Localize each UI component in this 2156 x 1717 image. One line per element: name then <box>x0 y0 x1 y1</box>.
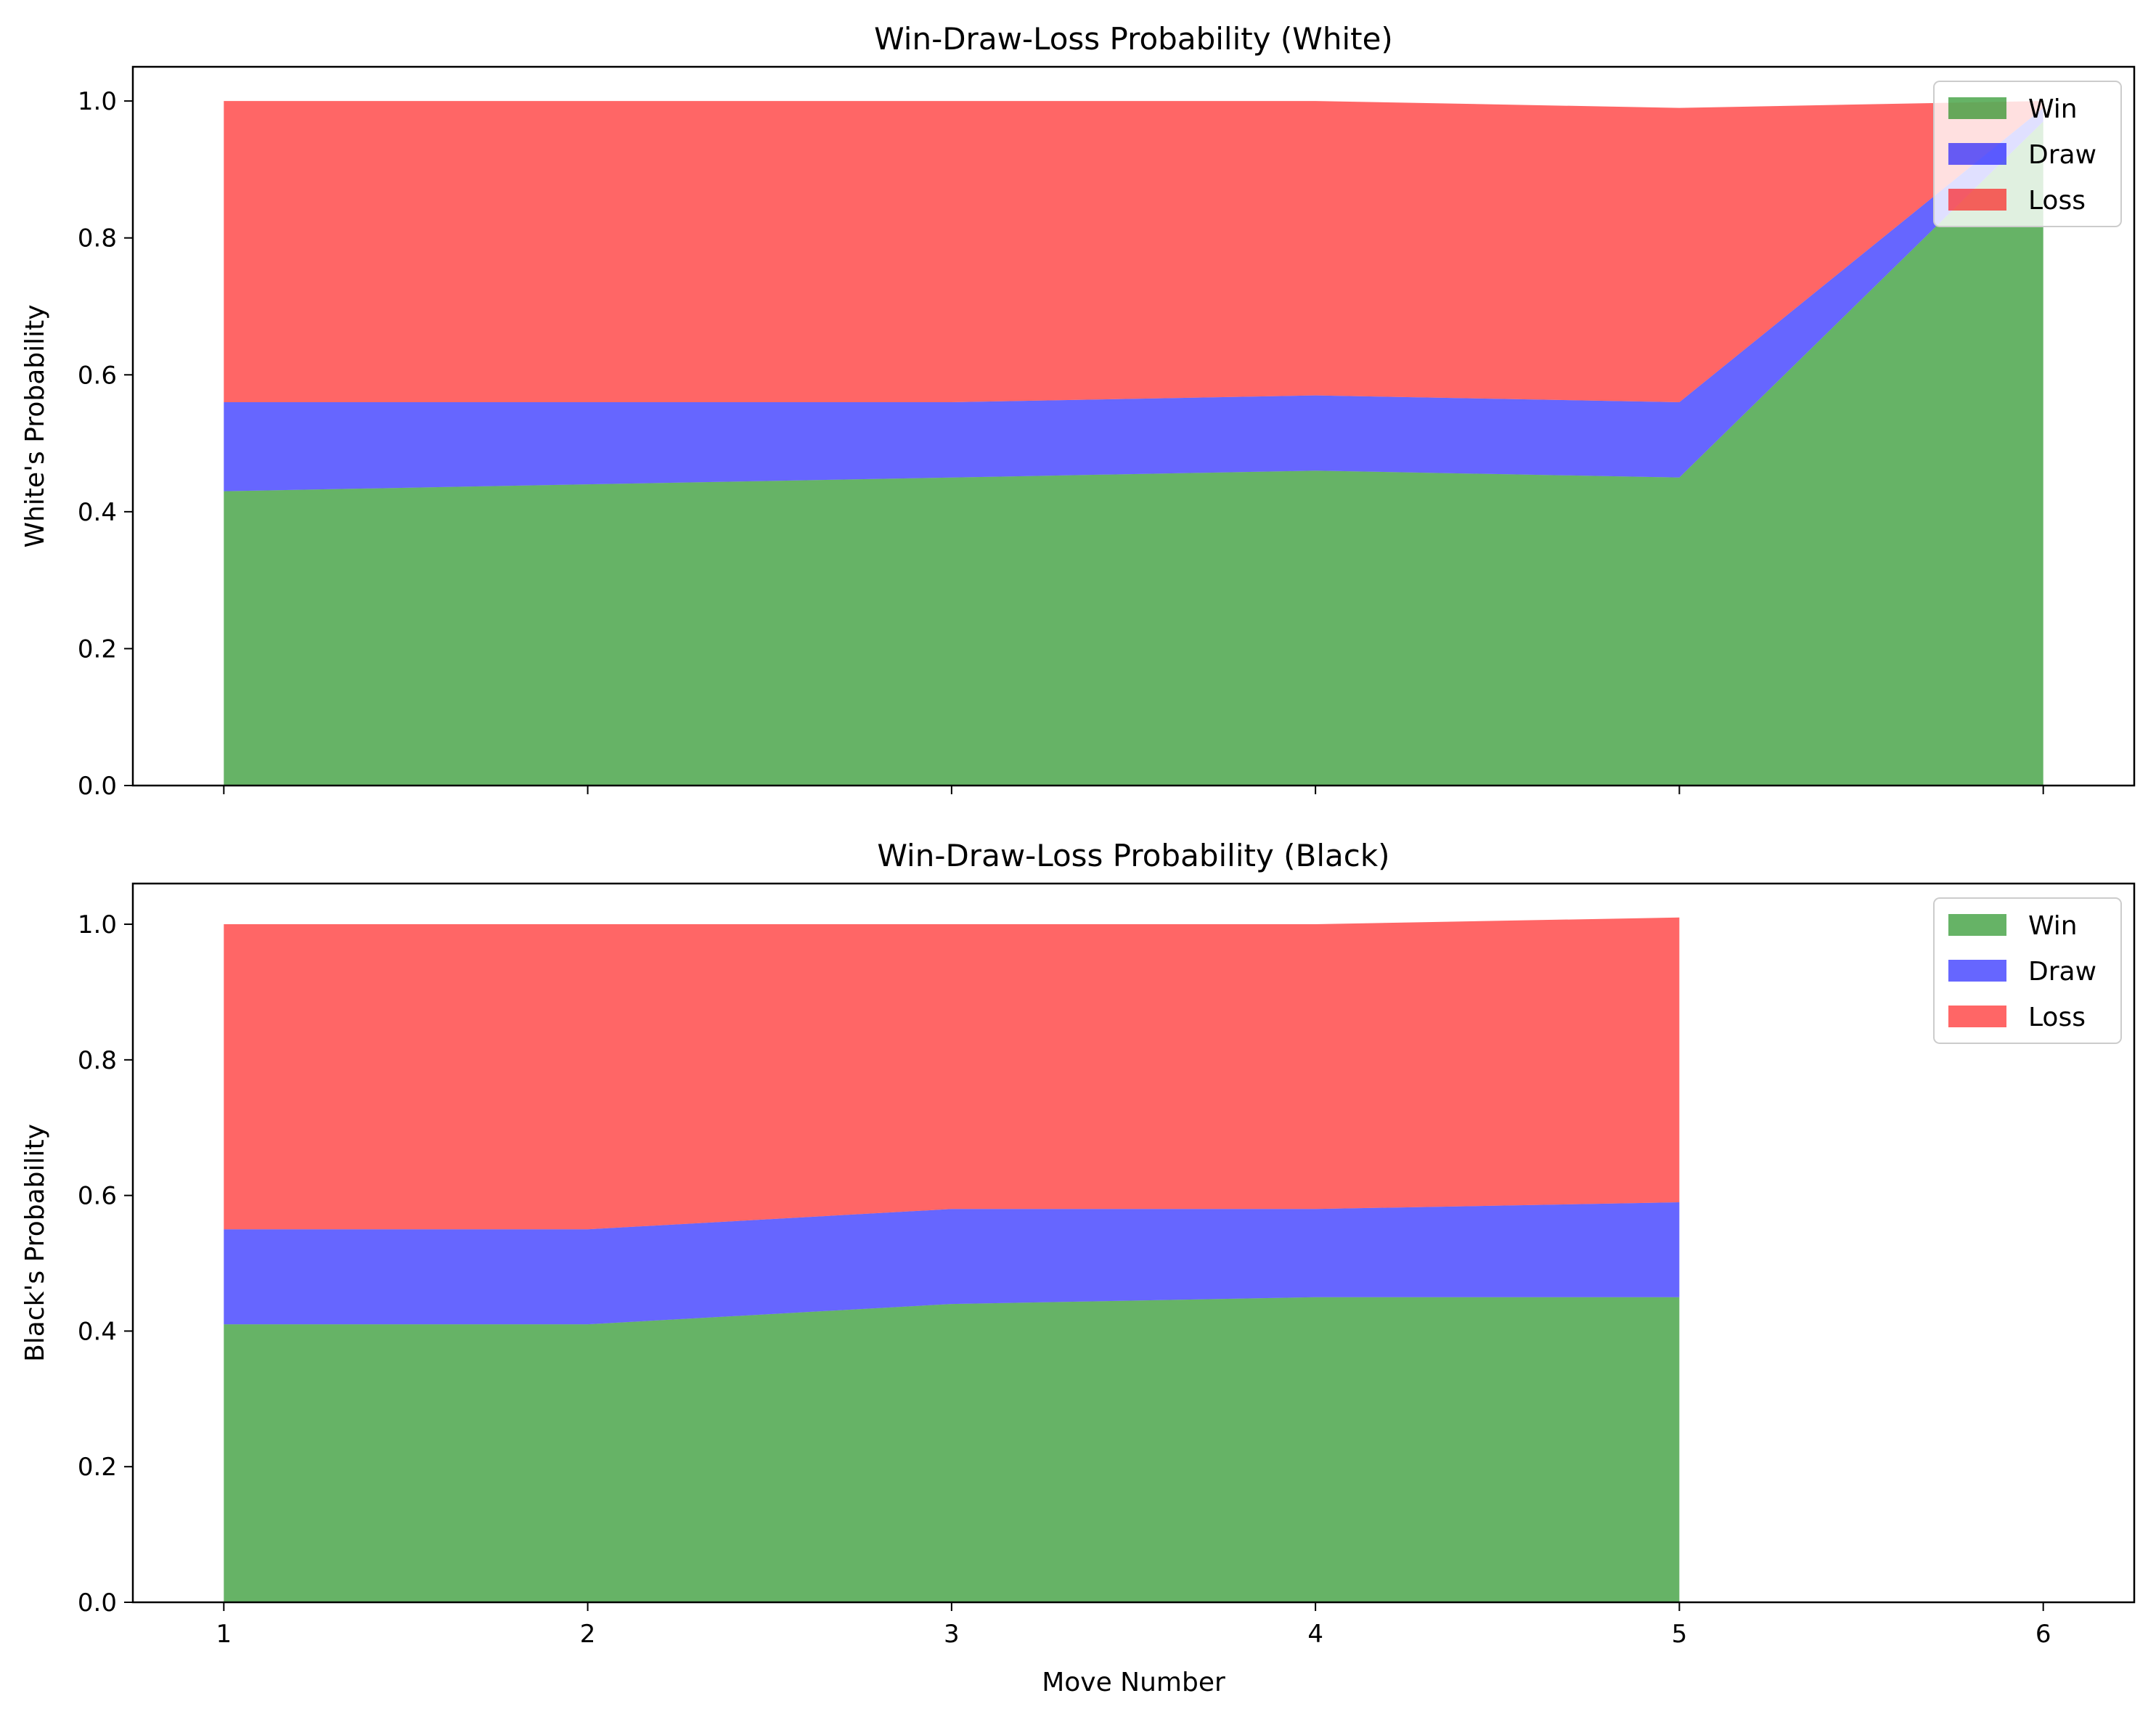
white-axes-frame <box>131 65 2136 787</box>
white-y-tick-label: 0.4 <box>78 498 117 527</box>
black-x-tick-label: 3 <box>944 1620 960 1649</box>
white-y-axis-label: White's Probability <box>20 304 50 547</box>
black-legend-swatch-draw <box>1948 960 2006 982</box>
white-y-tick-label: 1.0 <box>78 87 117 116</box>
black-legend-label-win: Win <box>2028 911 2078 941</box>
black-legend-swatch-win <box>1948 914 2006 936</box>
black-legend-label-draw: Draw <box>2028 957 2096 987</box>
white-y-tick-label: 0.0 <box>78 772 117 801</box>
white-legend-swatch-win <box>1948 97 2006 119</box>
white-legend-label-win: Win <box>2028 94 2078 124</box>
black-y-tick-label: 0.8 <box>78 1046 117 1075</box>
black-x-axis-label: Move Number <box>1042 1668 1225 1697</box>
black-y-tick-label: 0.0 <box>78 1588 117 1618</box>
black-y-tick-label: 1.0 <box>78 910 117 939</box>
black-y-tick-label: 0.2 <box>78 1453 117 1482</box>
black-x-tick-label: 2 <box>580 1620 596 1649</box>
white-y-tick-label: 0.8 <box>78 224 117 253</box>
white-draw-area <box>224 107 2043 492</box>
white-legend-swatch-loss <box>1948 189 2006 211</box>
white-legend: Win Draw Loss <box>1933 81 2122 227</box>
black-axes-frame <box>131 882 2136 1604</box>
white-y-tick-label: 0.2 <box>78 635 117 664</box>
black-y-axis-label: Black's Probability <box>20 1124 50 1362</box>
white-chart-title: Win-Draw-Loss Probability (White) <box>874 21 1393 57</box>
white-win-area <box>224 121 2043 786</box>
black-x-tick-label: 6 <box>2035 1620 2051 1649</box>
white-wdl-chart: 0.0 0.2 0.4 0.6 0.8 1.0 Win-Draw-Loss Probabil… <box>20 21 2136 801</box>
black-loss-area <box>224 917 1680 1230</box>
black-legend: Win Draw Loss <box>1933 897 2122 1044</box>
black-y-tick-label: 0.6 <box>78 1182 117 1211</box>
black-chart-title: Win-Draw-Loss Probability (Black) <box>877 838 1389 873</box>
white-loss-area <box>224 101 2043 402</box>
white-legend-label-loss: Loss <box>2028 186 2086 216</box>
black-x-tick-label: 1 <box>216 1620 232 1649</box>
black-legend-swatch-loss <box>1948 1006 2006 1027</box>
black-win-area <box>224 1297 1680 1602</box>
black-y-tick-label: 0.4 <box>78 1317 117 1346</box>
white-legend-label-draw: Draw <box>2028 140 2096 170</box>
black-x-tick-label: 5 <box>1672 1620 1688 1649</box>
white-y-tick-label: 0.6 <box>78 361 117 390</box>
black-draw-area <box>224 1202 1680 1325</box>
black-legend-label-loss: Loss <box>2028 1003 2086 1032</box>
white-legend-swatch-draw <box>1948 143 2006 165</box>
black-x-tick-label: 4 <box>1307 1620 1323 1649</box>
black-wdl-chart: 1 2 3 4 5 6 0.0 0.2 0.4 0.6 0.8 1.0 Win-Draw-Loss Pr… <box>20 838 2136 1697</box>
